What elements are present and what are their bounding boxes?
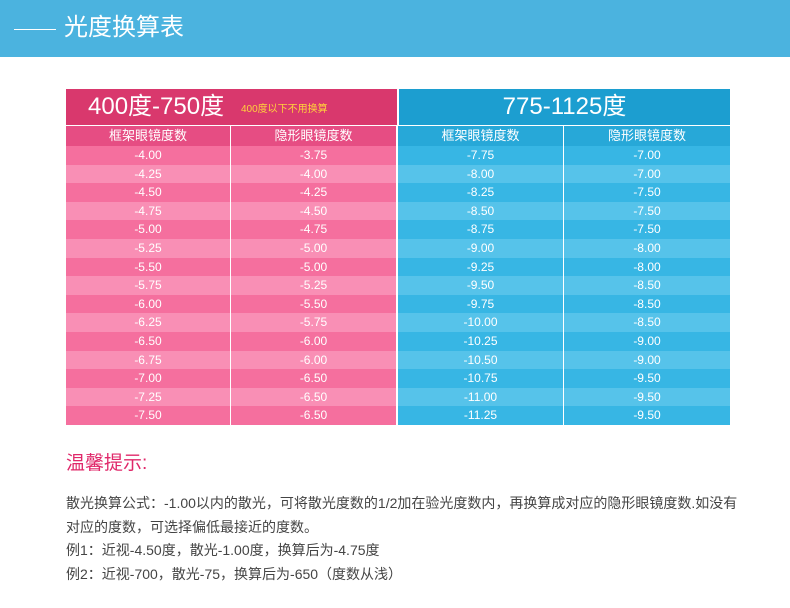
conversion-table: 400度-750度 400度以下不用换算 775-1125度 框架眼镜度数 隐形… <box>66 89 730 425</box>
page-title: 光度换算表 <box>64 14 184 41</box>
table-row: -6.50 -6.00 -10.25 -9.00 <box>66 331 730 351</box>
table-cell: -5.25 <box>66 238 230 258</box>
table-cell: -9.25 <box>398 257 563 277</box>
table-cell: -6.25 <box>66 313 230 332</box>
column-header: 隐形眼镜度数 <box>231 126 396 146</box>
table-cell: -6.00 <box>66 294 230 314</box>
table-cell: -9.00 <box>564 350 730 370</box>
table-row: -4.50 -4.25 -8.25 -7.50 <box>66 183 730 202</box>
table-cell: -5.75 <box>66 276 230 295</box>
column-header-row: 框架眼镜度数 隐形眼镜度数 框架眼镜度数 隐形眼镜度数 <box>66 126 730 146</box>
table-cell: -9.75 <box>398 294 563 314</box>
table-row: -5.00 -4.75 -8.75 -7.50 <box>66 220 730 239</box>
table-cell: -8.25 <box>398 183 563 202</box>
table-cell: -4.50 <box>231 201 396 221</box>
table-cell: -4.25 <box>66 164 230 184</box>
table-cell: -8.00 <box>564 257 730 277</box>
table-cell: -7.50 <box>66 406 230 425</box>
table-cell: -4.00 <box>66 146 230 165</box>
table-cell: -6.50 <box>231 406 396 425</box>
table-cell: -7.00 <box>564 164 730 184</box>
group-header-775-1125: 775-1125度 <box>399 89 730 125</box>
table-cell: -4.75 <box>66 201 230 221</box>
table-cell: -5.00 <box>231 257 396 277</box>
table-row: -5.25 -5.00 -9.00 -8.00 <box>66 238 730 258</box>
table-body: -4.00 -3.75 -7.75 -7.00 -4.25 -4.00 -8.00 -7.00… <box>66 146 730 425</box>
table-row: -6.75 -6.00 -10.50 -9.00 <box>66 350 730 370</box>
table-cell: -10.75 <box>398 369 563 388</box>
table-cell: -6.50 <box>231 369 396 388</box>
tips-line: 例2：近视-700，散光-75，换算后为-650（度数从浅） <box>66 565 403 582</box>
table-cell: -7.75 <box>398 146 563 165</box>
table-cell: -6.00 <box>231 350 396 370</box>
table-cell: -5.75 <box>231 313 396 332</box>
table-cell: -4.25 <box>231 183 396 202</box>
table-cell: -6.50 <box>231 387 396 407</box>
table-cell: -9.50 <box>564 387 730 407</box>
tips-title: 温馨提示: <box>66 453 148 474</box>
table-cell: -9.00 <box>564 331 730 351</box>
table-cell: -5.25 <box>231 276 396 295</box>
table-cell: -8.00 <box>564 238 730 258</box>
table-row: -5.50 -5.00 -9.25 -8.00 <box>66 257 730 277</box>
table-row: -5.75 -5.25 -9.50 -8.50 <box>66 276 730 295</box>
table-cell: -8.50 <box>564 294 730 314</box>
group-header-400-750: 400度-750度 400度以下不用换算 <box>66 89 397 125</box>
table-cell: -6.00 <box>231 331 396 351</box>
table-cell: -7.00 <box>564 146 730 165</box>
table-cell: -8.75 <box>398 220 563 239</box>
title-decor-line <box>14 29 56 30</box>
table-cell: -5.00 <box>66 220 230 239</box>
table-cell: -8.00 <box>398 164 563 184</box>
table-row: -4.00 -3.75 -7.75 -7.00 <box>66 146 730 165</box>
table-cell: -8.50 <box>564 313 730 332</box>
group-title-left: 400度-750度 <box>88 93 225 120</box>
table-cell: -5.50 <box>231 294 396 314</box>
table-row: -7.00 -6.50 -10.75 -9.50 <box>66 369 730 388</box>
table-cell: -7.50 <box>564 220 730 239</box>
table-cell: -6.75 <box>66 350 230 370</box>
table-cell: -7.25 <box>66 387 230 407</box>
table-cell: -9.50 <box>398 276 563 295</box>
tips-body: 散光换算公式：-1.00以内的散光，可将散光度数的1/2加在验光度数内，再换算成… <box>66 492 746 586</box>
group-note-left: 400度以下不用换算 <box>241 104 328 115</box>
table-cell: -4.75 <box>231 220 396 239</box>
table-cell: -9.00 <box>398 238 563 258</box>
table-row: -4.25 -4.00 -8.00 -7.00 <box>66 164 730 184</box>
table-row: -7.25 -6.50 -11.00 -9.50 <box>66 387 730 407</box>
title-banner: 光度换算表 <box>0 0 790 57</box>
tips-line: 例1：近视-4.50度，散光-1.00度，换算后为-4.75度 <box>66 542 380 558</box>
tips-line: 散光换算公式：-1.00以内的散光，可将散光度数的1/2加在验光度数内，再换算成… <box>66 495 738 535</box>
table-cell: -8.50 <box>564 276 730 295</box>
table-row: -4.75 -4.50 -8.50 -7.50 <box>66 201 730 221</box>
table-row: -6.00 -5.50 -9.75 -8.50 <box>66 294 730 314</box>
table-cell: -9.50 <box>564 369 730 388</box>
table-row: -7.50 -6.50 -11.25 -9.50 <box>66 406 730 425</box>
table-cell: -4.50 <box>66 183 230 202</box>
table-cell: -5.00 <box>231 238 396 258</box>
table-cell: -7.00 <box>66 369 230 388</box>
column-header: 框架眼镜度数 <box>398 126 563 146</box>
table-cell: -10.50 <box>398 350 563 370</box>
table-cell: -11.25 <box>398 406 563 425</box>
table-cell: -10.00 <box>398 313 563 332</box>
table-cell: -11.00 <box>398 387 563 407</box>
table-cell: -5.50 <box>66 257 230 277</box>
table-cell: -8.50 <box>398 201 563 221</box>
table-cell: -7.50 <box>564 201 730 221</box>
column-header: 框架眼镜度数 <box>66 126 230 146</box>
table-cell: -4.00 <box>231 164 396 184</box>
table-cell: -3.75 <box>231 146 396 165</box>
table-row: -6.25 -5.75 -10.00 -8.50 <box>66 313 730 332</box>
column-header: 隐形眼镜度数 <box>564 126 730 146</box>
table-cell: -6.50 <box>66 331 230 351</box>
table-cell: -9.50 <box>564 406 730 425</box>
table-cell: -10.25 <box>398 331 563 351</box>
table-group-header: 400度-750度 400度以下不用换算 775-1125度 <box>66 89 730 125</box>
table-cell: -7.50 <box>564 183 730 202</box>
